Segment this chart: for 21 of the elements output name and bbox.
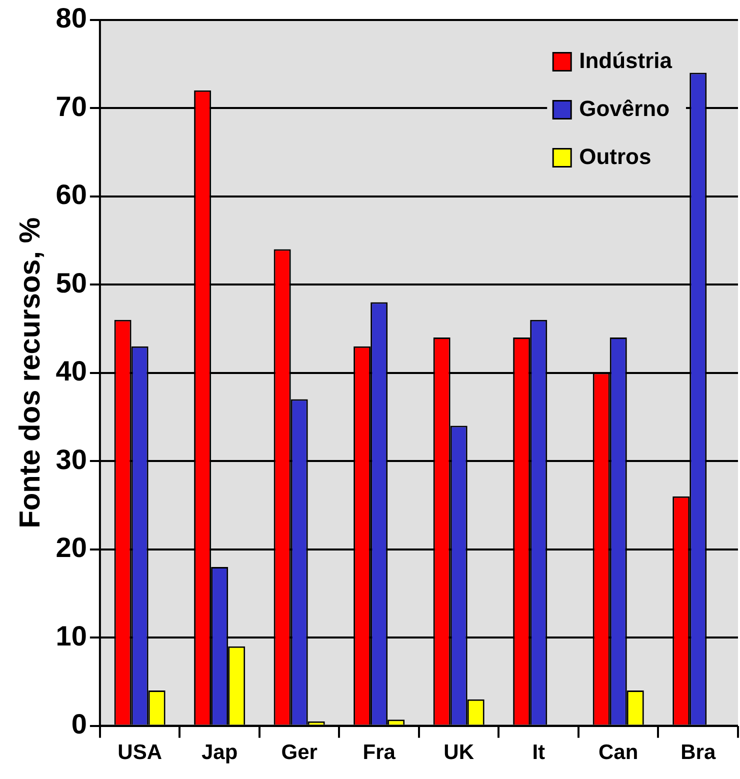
x-tick-label: Fra (362, 741, 396, 764)
y-tick-label: 60 (56, 179, 87, 210)
x-tick-label: USA (118, 741, 162, 764)
y-tick-label: 70 (56, 90, 87, 122)
y-tick-label: 30 (56, 444, 87, 475)
y-tick-label: 20 (56, 532, 87, 564)
y-axis-title: Fonte dos recursos, % (14, 217, 46, 528)
x-tick-label: Ger (281, 741, 318, 764)
legend-label: Outros (579, 144, 652, 169)
x-tick-label: Can (598, 741, 638, 764)
x-tick-label: Jap (201, 741, 238, 764)
y-tick-label: 0 (71, 708, 87, 740)
x-tick-label: UK (444, 741, 474, 764)
legend-label: Indústria (579, 48, 673, 73)
y-tick-label: 10 (56, 620, 87, 652)
y-tick-label: 50 (56, 267, 87, 298)
legend-label: Govêrno (579, 96, 670, 121)
y-tick-label: 40 (56, 356, 87, 387)
x-tick-label: It (532, 741, 546, 764)
y-tick-label: 80 (56, 2, 87, 34)
x-tick-label: Bra (680, 741, 716, 764)
